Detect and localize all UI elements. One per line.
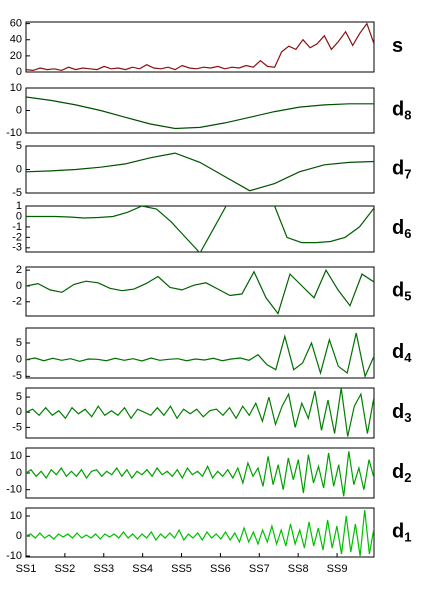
x-tick-label: SS5 (171, 563, 192, 575)
plot-frame (25, 327, 375, 379)
label-name: s (392, 35, 403, 57)
subplot: 10-1-2-3 d6 (12, 200, 411, 254)
y-tick-label: 0 (16, 530, 22, 542)
y-tick-label: -3 (12, 242, 22, 254)
subplot: 10 0 -10 d2 (6, 447, 411, 499)
y-tick-label: 0 (16, 467, 22, 479)
y-tick-label: 0 (16, 66, 22, 78)
series-label: d3 (392, 401, 411, 425)
y-tick-label: 5 (16, 337, 22, 349)
x-tick-label: SS3 (93, 563, 114, 575)
subplot: 5 0 -5 d7 (12, 140, 411, 199)
label-subscript: 4 (404, 350, 412, 365)
y-tick-label: 40 (10, 34, 22, 46)
series-line (26, 509, 374, 557)
x-tick-label: SS7 (249, 563, 270, 575)
label-name: d (392, 158, 404, 180)
y-tick-label: -1 (12, 221, 22, 233)
series-line (26, 206, 374, 252)
plot-frame (25, 266, 375, 317)
series-label: d4 (392, 341, 412, 365)
y-tick-label: 0 (16, 210, 22, 222)
label-name: d (392, 217, 404, 239)
subplot: 0 20 40 60 s (10, 18, 403, 78)
subplot: 2 0 -2 d5 (12, 264, 411, 317)
y-tick-label: 5 (16, 391, 22, 403)
plot-frame (25, 205, 375, 253)
label-name: d (392, 461, 404, 483)
series-line (26, 332, 374, 378)
label-subscript: 2 (404, 470, 411, 485)
series-label: d8 (392, 99, 411, 123)
x-tick-label: SS6 (210, 563, 231, 575)
x-tick-label: SS1 (16, 563, 37, 575)
y-tick-label: -2 (12, 231, 22, 243)
series-line (26, 96, 374, 130)
plot-frame (25, 87, 375, 134)
label-subscript: 5 (404, 289, 411, 304)
plot-frame (25, 507, 375, 558)
y-tick-label: -2 (12, 296, 22, 308)
y-tick-label: -5 (12, 370, 22, 382)
label-subscript: 1 (404, 530, 411, 545)
label-subscript: 6 (404, 226, 411, 241)
y-tick-label: -5 (12, 187, 22, 199)
label-name: d (392, 341, 404, 363)
series-label: d7 (392, 158, 411, 182)
subplot: 5 0 -5 d4 (12, 327, 412, 382)
y-tick-label: 0 (16, 104, 22, 116)
y-tick-label: 1 (16, 200, 22, 212)
y-tick-label: 10 (10, 510, 22, 522)
y-tick-label: 10 (10, 82, 22, 94)
y-tick-label: 0 (16, 354, 22, 366)
y-tick-label: 5 (16, 140, 22, 152)
series-label: d5 (392, 280, 411, 304)
series-label: d2 (392, 461, 411, 485)
label-name: d (392, 401, 404, 423)
y-tick-label: 0 (16, 406, 22, 418)
y-tick-label: 60 (10, 18, 22, 30)
y-tick-label: 20 (10, 50, 22, 62)
series-line (26, 388, 374, 437)
label-subscript: 7 (404, 167, 411, 182)
y-tick-label: 0 (16, 280, 22, 292)
x-tick-label: SS2 (54, 563, 75, 575)
label-subscript: 8 (404, 108, 411, 123)
series-line (26, 268, 374, 315)
series-label: s (392, 35, 403, 57)
x-tick-label: SS4 (132, 563, 153, 575)
series-label: d6 (392, 217, 411, 241)
x-tick-label: SS9 (327, 563, 348, 575)
series-line (26, 152, 374, 192)
y-tick-label: -10 (6, 484, 22, 496)
plot-frame (25, 387, 375, 439)
y-tick-label: 2 (16, 264, 22, 276)
series-line (26, 22, 374, 72)
y-tick-label: -10 (6, 127, 22, 139)
label-name: d (392, 521, 404, 543)
y-tick-label: 0 (16, 163, 22, 175)
y-tick-label: 10 (10, 450, 22, 462)
x-tick-label: SS8 (288, 563, 309, 575)
label-subscript: 3 (404, 410, 411, 425)
series-line (26, 451, 374, 497)
series-label: d1 (392, 521, 411, 545)
y-tick-label: -10 (6, 550, 22, 562)
subplot: 10 0 -10 d8 (6, 82, 411, 139)
y-tick-label: -5 (12, 421, 22, 433)
label-name: d (392, 99, 404, 121)
label-name: d (392, 280, 404, 302)
subplot: 5 0 -5 d3 (12, 387, 411, 439)
plot-frame (25, 21, 375, 73)
